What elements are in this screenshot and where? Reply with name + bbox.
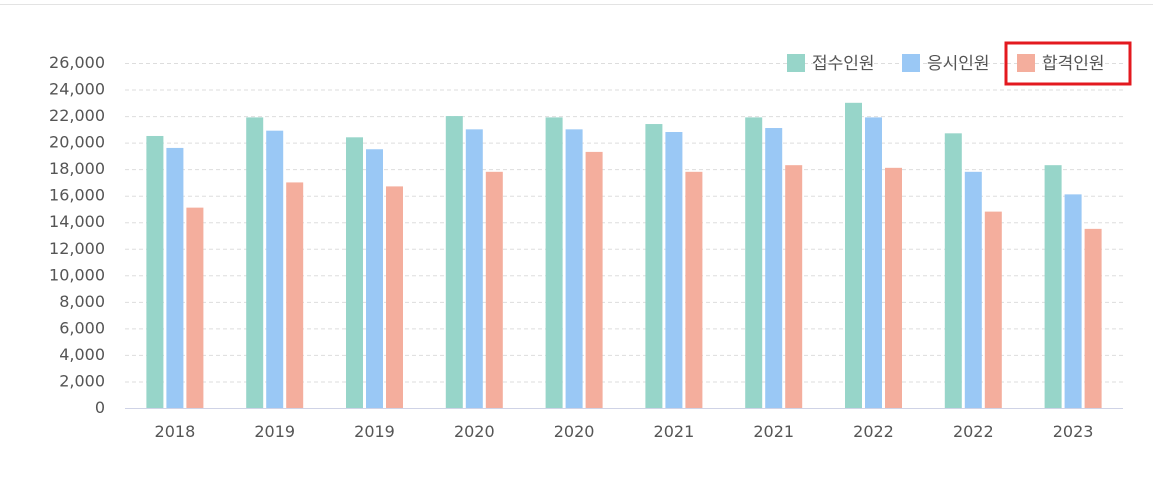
x-tick-label: 2020 [454,422,495,441]
bar-series-3 [386,186,403,408]
legend-item-series-1[interactable]: 접수인원 [787,54,875,74]
legend-label: 응시인원 [927,54,990,74]
bar-series-2 [964,171,982,408]
y-tick-label: 8,000 [59,292,105,311]
bar-series-3 [1084,228,1102,408]
bar-series-3 [585,151,603,408]
legend-swatch [787,54,805,72]
bar-series-2 [865,117,882,409]
bar-series-3 [485,171,503,408]
bar-series-2 [765,128,783,408]
bar-series-1 [545,117,563,409]
bar-series-1 [944,133,962,409]
bar-series-1 [346,137,363,409]
top-divider [0,4,1153,5]
y-tick-label: 4,000 [59,345,105,364]
legend-item-series-3[interactable]: 합격인원 [1017,54,1105,74]
bar-series-2 [665,132,683,408]
bar-series-3 [685,171,703,408]
bar-series-3 [785,165,803,408]
bar-series-2 [366,149,383,408]
x-tick-label: 2021 [654,422,695,441]
y-tick-label: 6,000 [59,318,105,337]
y-tick-label: 26,000 [49,53,105,72]
x-tick-label: 2022 [953,422,994,441]
bars [146,102,1102,409]
y-tick-label: 2,000 [59,371,105,390]
bar-series-3 [286,182,304,408]
y-tick-label: 10,000 [49,265,105,284]
y-tick-label: 0 [95,398,105,417]
bar-series-2 [1064,194,1082,408]
y-tick-label: 24,000 [49,80,105,99]
legend-label: 접수인원 [812,54,875,74]
bar-series-1 [1044,165,1062,408]
bar-series-3 [885,167,902,408]
x-tick-label: 2019 [354,422,395,441]
legend-item-series-2[interactable]: 응시인원 [902,54,990,74]
bar-series-1 [445,116,463,409]
y-tick-label: 18,000 [49,159,105,178]
legend-label: 합격인원 [1042,54,1105,74]
bar-series-1 [645,124,663,409]
x-tick-label: 2023 [1053,422,1094,441]
x-tick-label: 2018 [155,422,196,441]
bar-series-1 [845,102,862,409]
bar-series-2 [565,129,583,408]
bar-series-3 [984,211,1002,408]
y-axis-tick-labels: 0 2,000 4,000 6,000 8,000 10,000 12,000 14,000 1… [49,53,105,417]
gridlines [125,63,1123,383]
y-tick-label: 12,000 [49,239,105,258]
x-tick-label: 2022 [853,422,894,441]
y-tick-label: 14,000 [49,212,105,231]
bar-series-2 [465,129,483,408]
bar-series-2 [266,130,284,408]
y-tick-label: 16,000 [49,186,105,205]
x-tick-label: 2019 [254,422,295,441]
bar-series-3 [186,207,204,408]
x-tick-label: 2020 [554,422,595,441]
y-tick-label: 20,000 [49,133,105,152]
legend-highlight-box [1004,41,1132,86]
y-tick-label: 22,000 [49,106,105,125]
bar-series-1 [745,117,763,409]
x-tick-label: 2021 [753,422,794,441]
legend-swatch [1017,54,1035,72]
legend-swatch [902,54,920,72]
bar-series-2 [166,147,184,408]
bar-series-1 [246,117,264,409]
legend: 접수인원 응시인원 합격인원 [787,41,1132,86]
bar-series-1 [146,135,164,408]
x-axis-tick-labels: 2018 2019 2019 2020 2020 2021 2021 2022 2022 2023 [155,422,1094,441]
